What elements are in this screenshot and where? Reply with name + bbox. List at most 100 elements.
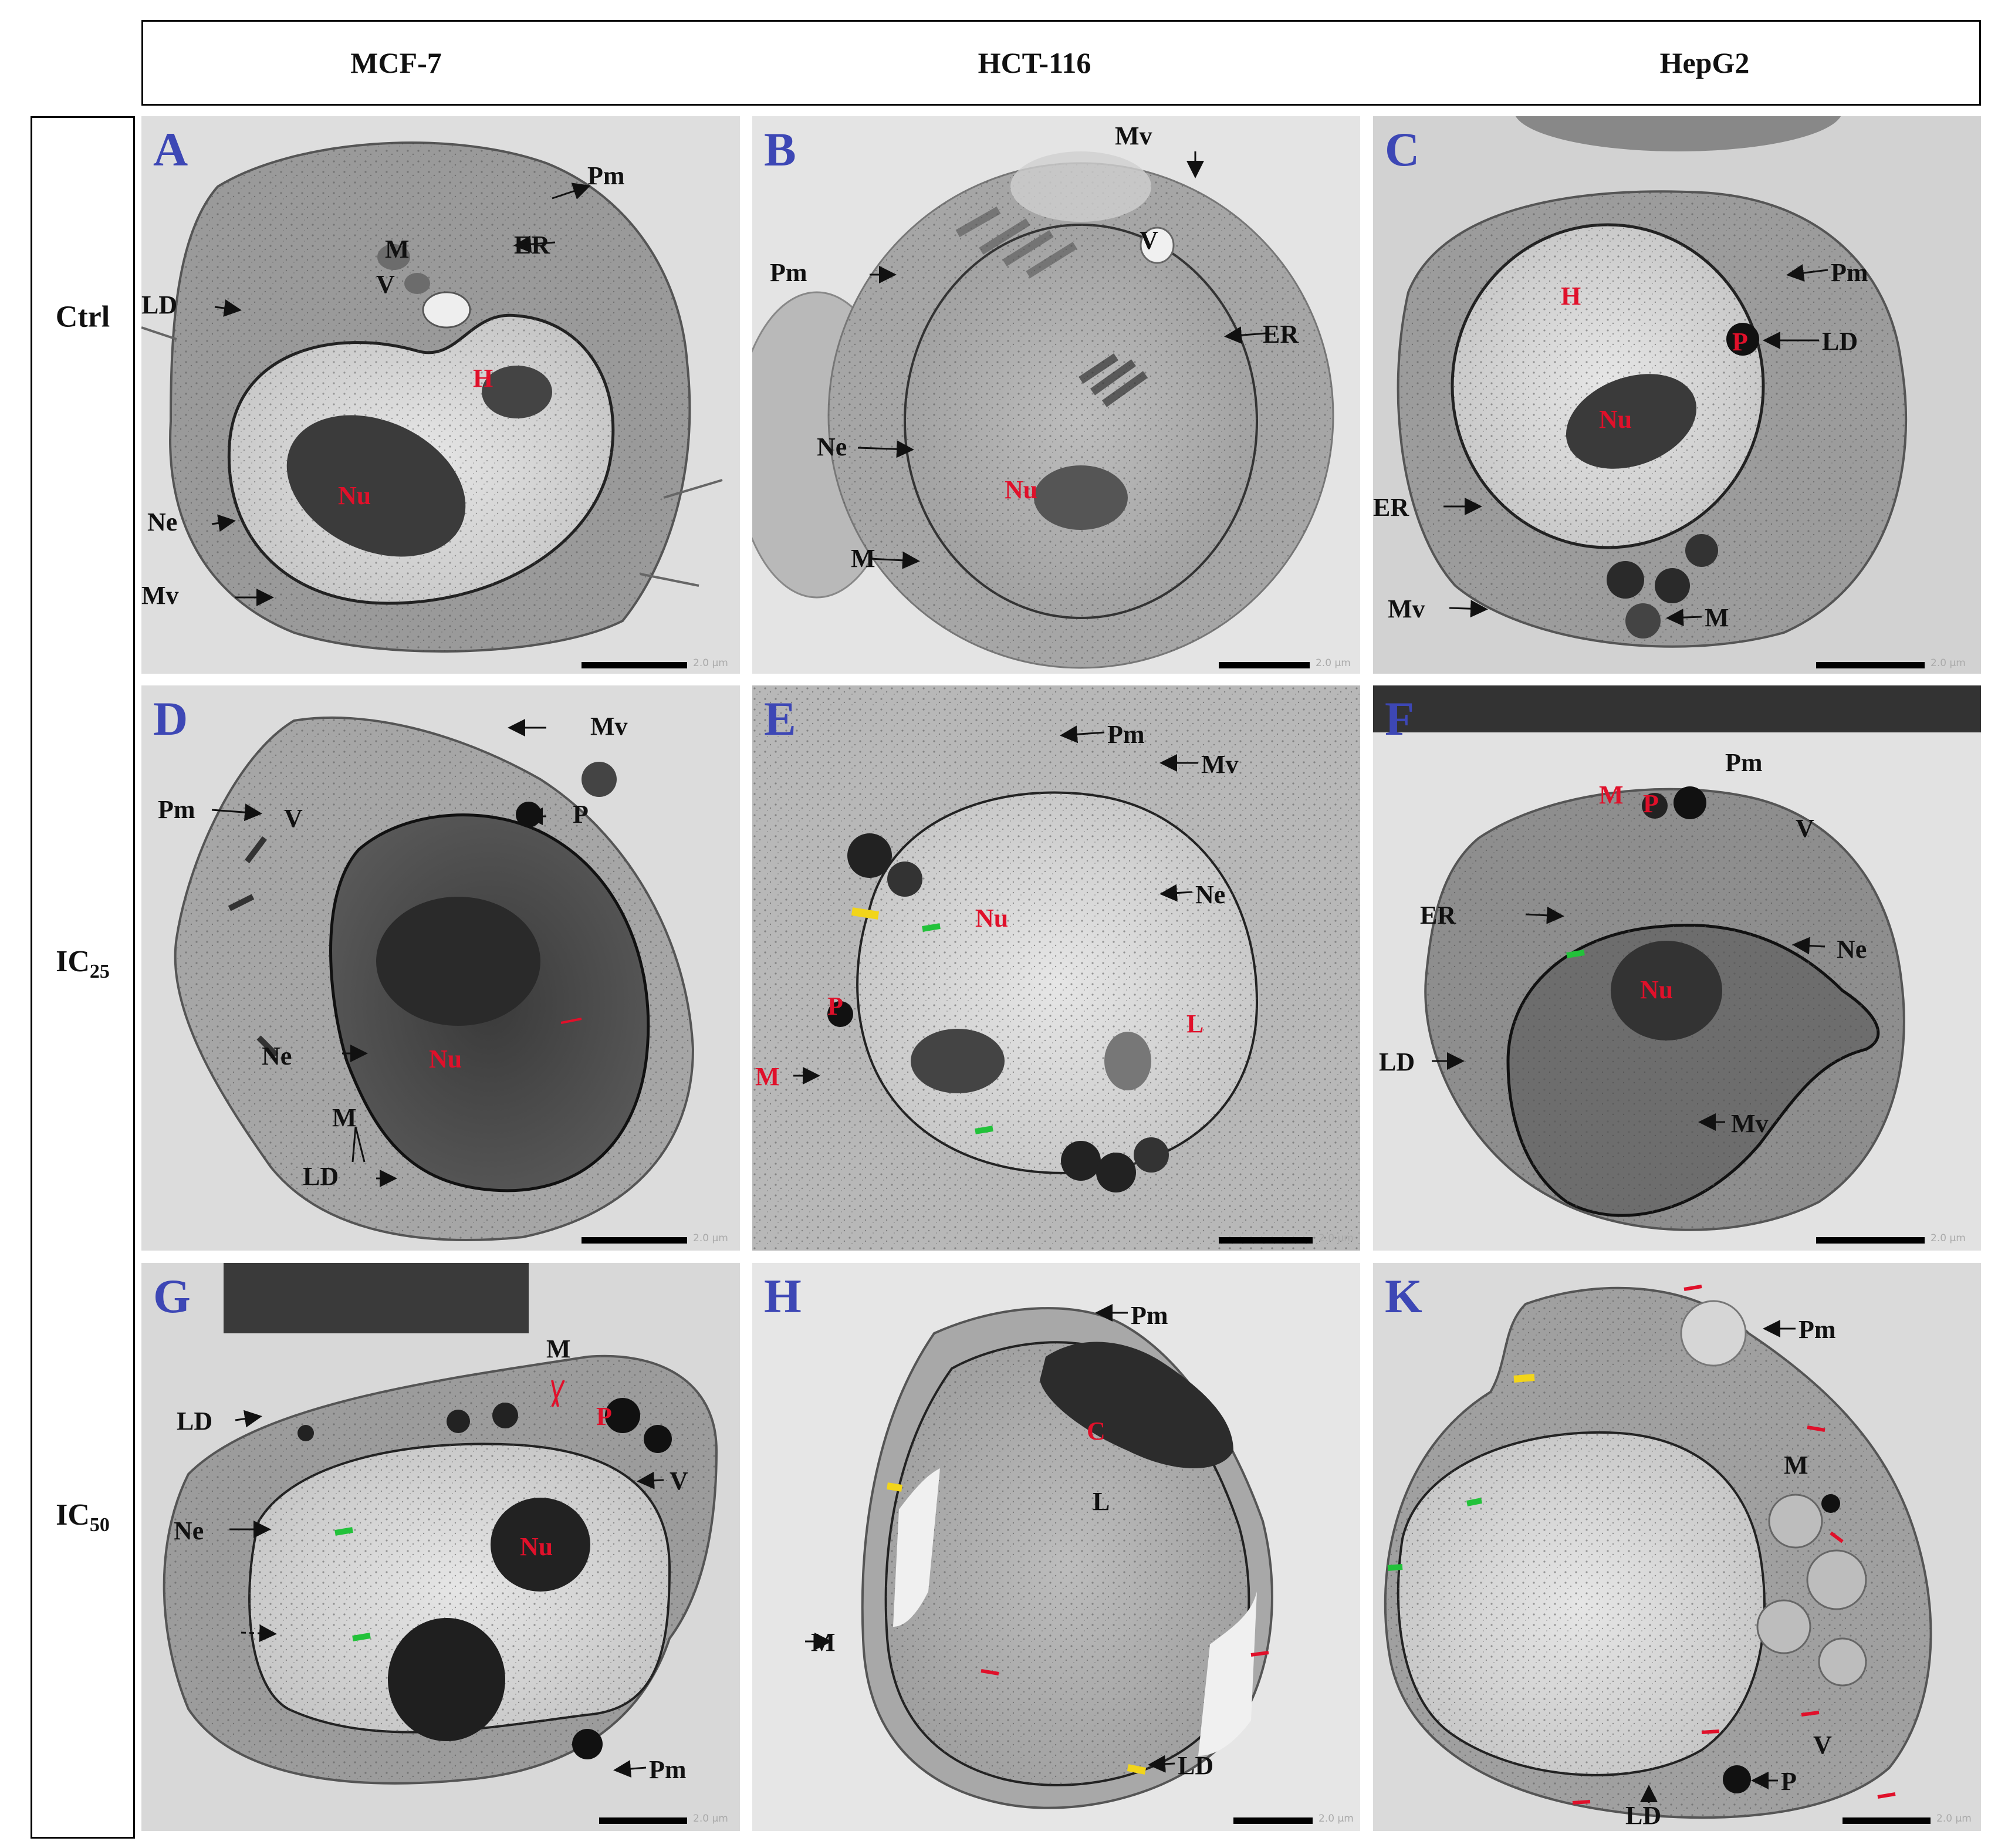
- label-nu: Nu: [1599, 405, 1632, 434]
- micrograph-e: [752, 685, 1360, 1251]
- label-nu: Nu: [1005, 475, 1038, 504]
- row-title-ctrl: Ctrl: [55, 300, 110, 334]
- scale-bar: [599, 1817, 687, 1824]
- row-header-box: [31, 116, 135, 1839]
- scale-bar: [1843, 1817, 1931, 1824]
- scale-bar: [1219, 1237, 1313, 1244]
- micrograph-c: [1397, 116, 1908, 648]
- label-ne: Ne: [174, 1516, 204, 1545]
- label-ld: LD: [1379, 1048, 1415, 1076]
- micrograph-h: [805, 1304, 1273, 1809]
- label-m: M: [332, 1103, 357, 1132]
- scale-bar: [582, 662, 687, 668]
- panel-d-mcf7-ic25: D Mv Pm V P Ne Nu M LD 2.0 μm: [141, 685, 740, 1251]
- micrograph-k: [1384, 1285, 1932, 1819]
- column-header-box: [141, 20, 1981, 106]
- panel-letter-a: A: [153, 123, 188, 176]
- label-pm: Pm: [1107, 720, 1145, 749]
- row-title-ic25: IC25: [56, 944, 110, 983]
- column-title-mcf7: MCF-7: [350, 46, 442, 79]
- label-p: P: [1732, 327, 1748, 356]
- label-ne: Ne: [262, 1042, 292, 1070]
- label-ne: Ne: [1195, 880, 1226, 909]
- column-title-hepg2: HepG2: [1659, 46, 1750, 79]
- scale-text: 2.0 μm: [1316, 657, 1351, 669]
- label-m: M: [1599, 781, 1624, 809]
- label-p: P: [827, 992, 843, 1021]
- label-pm: Pm: [1725, 748, 1763, 777]
- label-p: P: [1643, 789, 1659, 818]
- label-l: L: [1186, 1009, 1204, 1038]
- panel-e-hct116-ic25: E Pm Mv Nu Ne P L M 2.0 μm: [752, 685, 1360, 1251]
- label-pm: Pm: [587, 161, 625, 190]
- label-er: ER: [1373, 493, 1409, 522]
- label-v: V: [1813, 1731, 1832, 1759]
- label-v: V: [376, 270, 395, 299]
- label-pm: Pm: [649, 1755, 687, 1784]
- scale-text: 2.0 μm: [1319, 1813, 1354, 1825]
- scale-text: 2.0 μm: [1931, 657, 1966, 669]
- scale-text: 2.0 μm: [693, 657, 728, 669]
- label-er: ER: [514, 231, 550, 259]
- panel-letter-b: B: [764, 123, 796, 176]
- label-nu: Nu: [975, 904, 1009, 933]
- label-m: M: [1705, 603, 1729, 632]
- label-nu: Nu: [520, 1532, 553, 1561]
- label-v: V: [1796, 814, 1814, 843]
- panel-a-mcf7-ctrl: A Pm ER M V LD H Nu Ne Mv 2.0 μm: [141, 116, 740, 674]
- panel-b-hct116-ctrl: B Mv Pm V ER Ne Nu M 2.0 μm: [752, 116, 1360, 674]
- label-mv: Mv: [1731, 1109, 1769, 1138]
- panel-letter-g: G: [153, 1269, 191, 1323]
- panel-h-hct116-ic50: H Pm C L M LD 2.0 μm: [752, 1263, 1360, 1831]
- label-c: C: [1087, 1417, 1106, 1445]
- label-h: H: [1561, 282, 1581, 310]
- label-pm: Pm: [1831, 258, 1868, 287]
- label-h: H: [473, 364, 493, 393]
- panel-letter-k: K: [1385, 1269, 1422, 1323]
- label-m: M: [385, 235, 410, 263]
- label-ld: LD: [141, 290, 178, 319]
- micrograph-g: [163, 1263, 718, 1785]
- scale-bar: [1219, 662, 1310, 668]
- label-ld: LD: [1625, 1801, 1662, 1830]
- scale-text: 2.0 μm: [1931, 1232, 1966, 1244]
- label-ld: LD: [1822, 327, 1858, 356]
- label-ld: LD: [177, 1407, 213, 1435]
- label-er: ER: [1420, 901, 1456, 930]
- label-ne: Ne: [147, 508, 178, 536]
- label-v: V: [670, 1467, 688, 1495]
- label-pm: Pm: [1131, 1301, 1168, 1330]
- label-ne: Ne: [817, 433, 847, 461]
- label-m: M: [851, 544, 875, 573]
- row-title-ic50: IC50: [56, 1498, 110, 1536]
- scale-bar: [1233, 1817, 1313, 1824]
- label-p: P: [1781, 1767, 1797, 1796]
- label-ld: LD: [303, 1162, 339, 1191]
- label-nu: Nu: [429, 1045, 462, 1073]
- label-mv: Mv: [1201, 750, 1239, 779]
- scale-bar: [1816, 662, 1925, 668]
- label-nu: Nu: [338, 481, 371, 510]
- panel-c-hepg2-ctrl: C Pm H P LD Nu ER Mv M 2.0 μm: [1373, 116, 1981, 674]
- scale-text: 2.0 μm: [1936, 1813, 1972, 1825]
- scale-text: 2.0 μm: [693, 1813, 728, 1825]
- column-title-hct116: HCT-116: [978, 46, 1091, 79]
- label-mv: Mv: [141, 581, 179, 610]
- label-nu: Nu: [1640, 975, 1674, 1004]
- label-m: M: [811, 1628, 836, 1657]
- micrograph-f: [1373, 685, 1981, 1231]
- label-mv: Mv: [590, 712, 628, 741]
- label-ld: LD: [1178, 1751, 1214, 1780]
- label-pm: Pm: [770, 258, 807, 287]
- panel-g-mcf7-ic50: G M LD P V Ne Nu Pm 2.0 μm: [141, 1263, 740, 1831]
- scale-text: 2.0 μm: [693, 1232, 728, 1244]
- label-pm: Pm: [158, 795, 195, 824]
- micrograph-d: [174, 716, 695, 1241]
- label-v: V: [284, 804, 303, 833]
- scale-text: 2.0 μm: [1319, 1232, 1354, 1244]
- label-mv: Mv: [1115, 121, 1152, 150]
- label-v: V: [1140, 226, 1158, 255]
- panel-k-hepg2-ic50: K Pm M V P LD 2.0 μm: [1373, 1263, 1981, 1831]
- panel-letter-d: D: [153, 692, 188, 745]
- panel-letter-f: F: [1385, 692, 1415, 745]
